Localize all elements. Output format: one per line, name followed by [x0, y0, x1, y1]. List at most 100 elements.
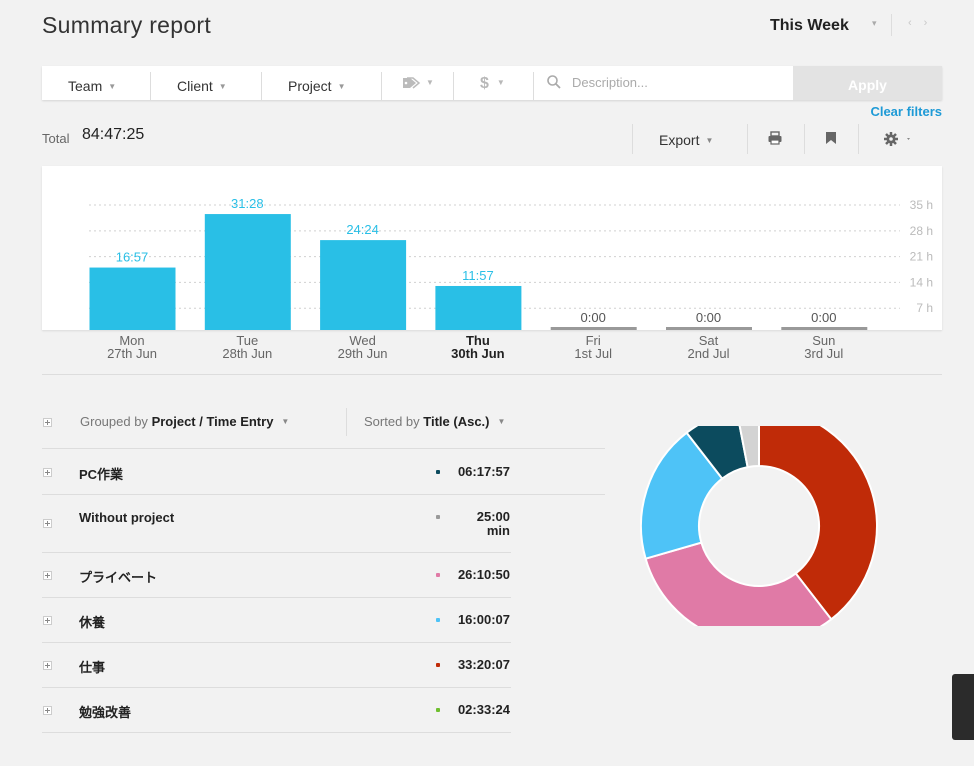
y-tick-label: 7 h	[916, 301, 933, 315]
export-button[interactable]: Export ▼	[659, 132, 713, 148]
expand-row-icon[interactable]	[43, 705, 52, 715]
expand-all-icon[interactable]	[43, 418, 52, 427]
x-tick-label-day: Sun	[812, 333, 835, 348]
gear-icon[interactable]	[883, 131, 913, 147]
expand-row-icon[interactable]	[43, 570, 52, 580]
donut-slice[interactable]	[737, 426, 760, 469]
expand-row-icon[interactable]	[43, 519, 52, 528]
grouping-controls: Grouped by Project / Time Entry ▼ Sorted …	[42, 408, 605, 438]
y-tick-label: 14 h	[910, 275, 933, 289]
sort-by-selector[interactable]: Sorted by Title (Asc.) ▼	[364, 414, 505, 429]
divider	[42, 687, 511, 688]
bar[interactable]	[550, 327, 637, 330]
x-tick-label-date: 29th Jun	[338, 346, 388, 361]
project-name[interactable]: 勉強改善	[79, 704, 132, 720]
project-color-dot	[436, 662, 440, 667]
team-filter-label: Team	[68, 78, 103, 94]
divider	[346, 408, 347, 436]
x-tick-label-date: 2nd Jul	[688, 346, 730, 361]
clear-filters-link[interactable]: Clear filters	[870, 104, 942, 119]
project-duration: 33:20:07	[457, 656, 510, 672]
group-by-value: Project / Time Entry	[151, 414, 274, 429]
chevron-down-icon: ▼	[705, 136, 714, 145]
chevron-down-icon: ▼	[496, 78, 505, 87]
project-duration: 02:33:24	[457, 701, 510, 717]
divider	[632, 124, 633, 154]
bar[interactable]	[435, 285, 522, 330]
billable-filter[interactable]: $ ▼	[480, 66, 505, 100]
project-name[interactable]: 仕事	[79, 659, 106, 675]
project-name[interactable]: Without project	[79, 510, 175, 525]
expand-row-icon[interactable]	[43, 660, 52, 670]
side-panel-tab[interactable]	[952, 674, 974, 740]
x-tick-label-date: 1st Jul	[574, 346, 612, 361]
divider	[891, 14, 892, 36]
x-tick-label-day: Tue	[236, 333, 258, 348]
page-title: Summary report	[42, 12, 212, 38]
divider	[858, 124, 859, 154]
apply-button[interactable]: Apply	[793, 66, 942, 100]
chevron-down-icon: ▼	[497, 417, 506, 426]
team-filter[interactable]: Team ▼	[68, 66, 116, 100]
x-tick-label-date: 3rd Jul	[804, 346, 843, 361]
donut-slice[interactable]	[685, 426, 749, 480]
project-filter-label: Project	[288, 78, 332, 94]
donut-slice[interactable]	[644, 541, 833, 626]
x-tick-label-date: 27th Jun	[107, 346, 157, 361]
chevron-down-icon: ▼	[281, 417, 290, 426]
weekly-bar-chart: 7 h 14 h 21 h 28 h 35 h 16:57 Mon 27th Jun 31:28…	[42, 166, 942, 361]
divider	[42, 374, 942, 375]
tag-filter[interactable]: ▼	[402, 66, 434, 100]
y-tick-label: 21 h	[910, 250, 933, 264]
expand-row-icon[interactable]	[43, 467, 52, 477]
description-search-input[interactable]: Description...	[572, 75, 648, 90]
bar[interactable]	[666, 327, 752, 330]
divider	[42, 494, 605, 495]
bar[interactable]	[204, 214, 291, 330]
dollar-icon: $	[480, 75, 489, 92]
period-nav-arrows[interactable]: ‹›	[908, 17, 940, 29]
group-by-selector[interactable]: Grouped by Project / Time Entry ▼	[80, 414, 289, 429]
bar[interactable]	[781, 327, 868, 330]
divider	[42, 597, 511, 598]
chevron-down-icon[interactable]: ▾	[872, 18, 877, 28]
group-by-prefix: Grouped by	[80, 414, 148, 429]
expand-row-icon[interactable]	[43, 615, 52, 625]
project-filter[interactable]: Project ▼	[288, 66, 346, 100]
divider	[42, 642, 511, 643]
x-tick-label-date: 30th Jun	[451, 346, 505, 361]
print-icon[interactable]	[767, 130, 783, 146]
project-color-dot	[436, 515, 440, 519]
divider	[381, 72, 382, 100]
divider	[804, 124, 805, 154]
bar[interactable]	[89, 267, 176, 330]
total-label: Total	[42, 131, 70, 146]
x-tick-label-day: Thu	[466, 333, 490, 348]
client-filter[interactable]: Client ▼	[177, 66, 227, 100]
donut-slice[interactable]	[758, 426, 878, 621]
divider	[42, 552, 511, 553]
bar[interactable]	[320, 240, 407, 330]
project-color-dot	[436, 572, 440, 577]
y-tick-label: 35 h	[910, 198, 933, 212]
project-name[interactable]: プライベート	[79, 569, 158, 585]
y-tick-label: 28 h	[910, 224, 933, 238]
sort-by-value: Title (Asc.)	[423, 414, 490, 429]
project-duration: 25:00 min	[476, 509, 510, 538]
project-name[interactable]: PC作業	[79, 466, 124, 482]
bar-data-label: 0:00	[811, 310, 836, 325]
project-color-dot	[436, 707, 440, 712]
divider	[42, 732, 511, 733]
chevron-down-icon: ▼	[337, 82, 346, 91]
tag-icon	[403, 77, 421, 89]
period-selector[interactable]: This Week	[770, 17, 849, 34]
bookmark-icon[interactable]	[824, 130, 838, 146]
bar-data-label: 16:57	[116, 250, 149, 265]
project-name[interactable]: 休養	[79, 614, 106, 630]
export-label: Export	[659, 132, 700, 148]
bar-data-label: 11:57	[462, 268, 494, 283]
bar-data-label: 0:00	[696, 310, 721, 325]
sort-by-prefix: Sorted by	[364, 414, 420, 429]
chevron-down-icon: ▼	[108, 82, 117, 91]
